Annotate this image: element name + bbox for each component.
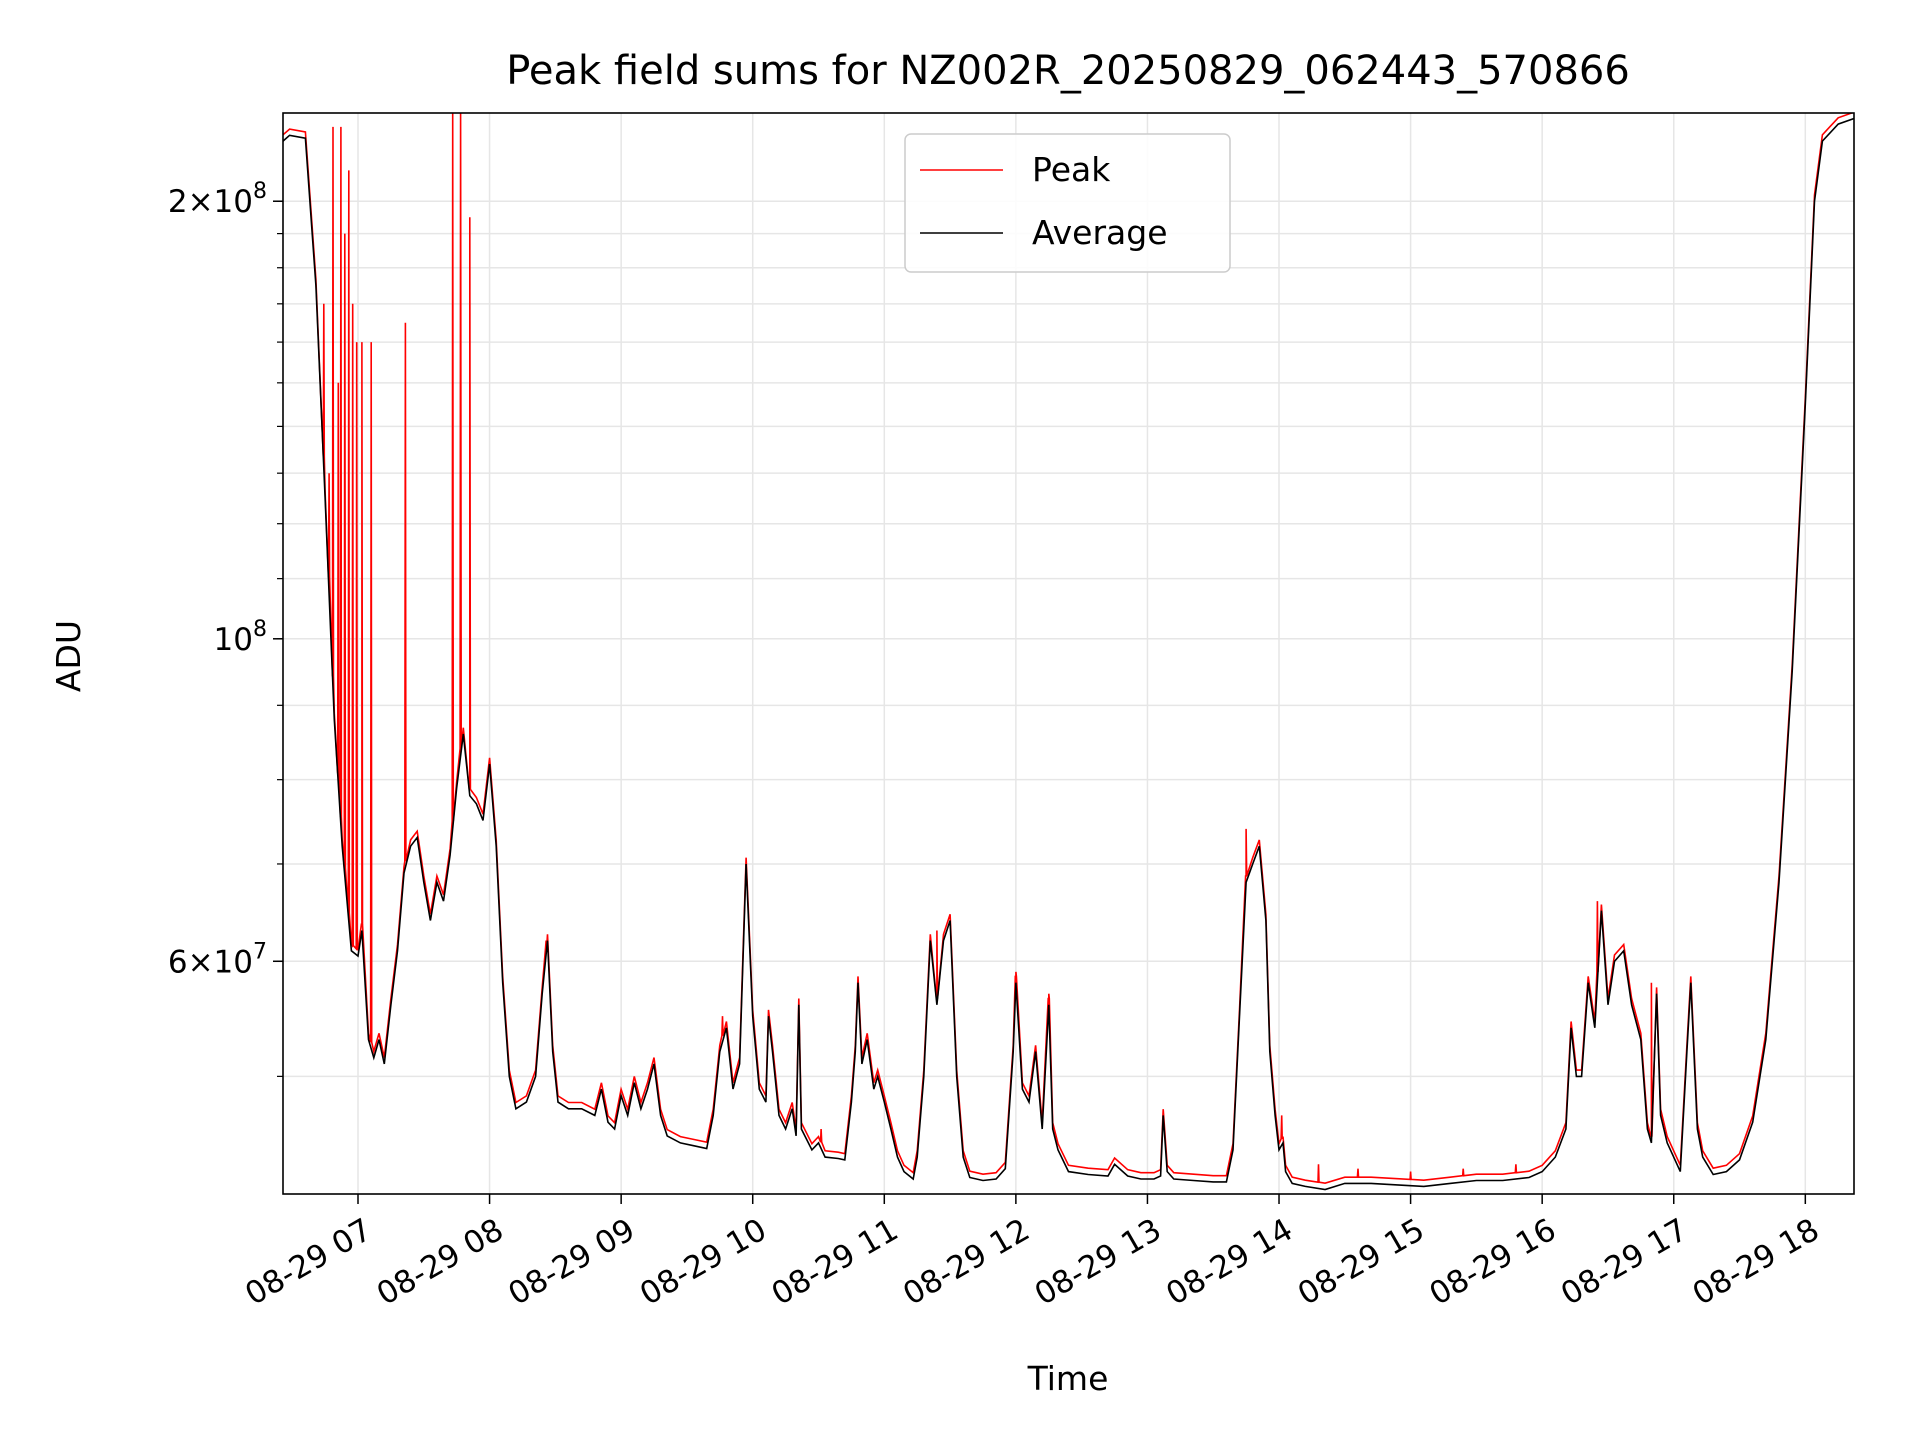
legend: Peak Average — [904, 133, 1231, 273]
y-tick-label: 2×108 — [168, 179, 267, 220]
y-tick-base: 10 — [214, 622, 253, 658]
y-tick-base: 2×10 — [168, 184, 253, 220]
x-axis-label: Time — [1027, 1359, 1109, 1398]
y-axis-label: ADU — [49, 620, 88, 692]
legend-box — [904, 133, 1231, 273]
average-series-line — [283, 117, 1854, 1191]
peak-series-line — [283, 113, 1854, 1185]
legend-label-peak: Peak — [1032, 150, 1111, 189]
y-tick-exponent: 8 — [253, 179, 267, 204]
y-tick-exponent: 7 — [253, 939, 267, 964]
series-layer — [283, 113, 1854, 1191]
plot-frame — [282, 112, 1855, 1195]
y-tick-label: 108 — [214, 617, 267, 658]
y-tick-label: 6×107 — [168, 939, 267, 980]
y-tick-exponent: 8 — [253, 617, 267, 642]
legend-label-average: Average — [1032, 213, 1168, 252]
chart-title: Peak field sums for NZ002R_20250829_0624… — [506, 48, 1630, 94]
y-tick-base: 6×10 — [168, 944, 253, 980]
